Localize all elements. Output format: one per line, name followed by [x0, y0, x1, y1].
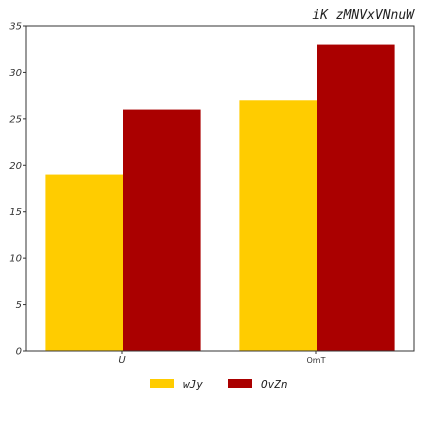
y-tick-label: 25	[9, 114, 22, 125]
legend: wJy OvZn	[150, 378, 288, 391]
y-tick-label: 30	[9, 68, 22, 79]
bar-wJy-OmT	[239, 100, 317, 351]
x-tick-label: OmT	[307, 356, 326, 365]
y-tick-label: 10	[9, 254, 22, 265]
bars-group	[45, 45, 394, 351]
y-tick-label: 5	[16, 300, 22, 311]
bar-OvZn-U	[123, 110, 201, 351]
legend-swatch-OvZn	[228, 379, 252, 388]
legend-swatch-wJy	[150, 379, 174, 388]
y-tick-label: 20	[9, 161, 22, 172]
y-tick-label: 0	[16, 347, 22, 358]
x-axis: U OmT	[118, 351, 325, 366]
y-tick-label: 15	[9, 207, 22, 218]
y-tick-label: 35	[9, 22, 22, 33]
legend-label-wJy: wJy	[183, 378, 203, 391]
bar-wJy-U	[45, 175, 123, 351]
chart-title: iK zMNVxVNnuW	[312, 8, 415, 23]
legend-label-OvZn: OvZn	[261, 378, 288, 391]
y-axis: 0 5 10 15 20 25 30 35	[9, 22, 26, 358]
x-tick-label: U	[118, 355, 126, 366]
bar-OvZn-OmT	[317, 45, 395, 351]
